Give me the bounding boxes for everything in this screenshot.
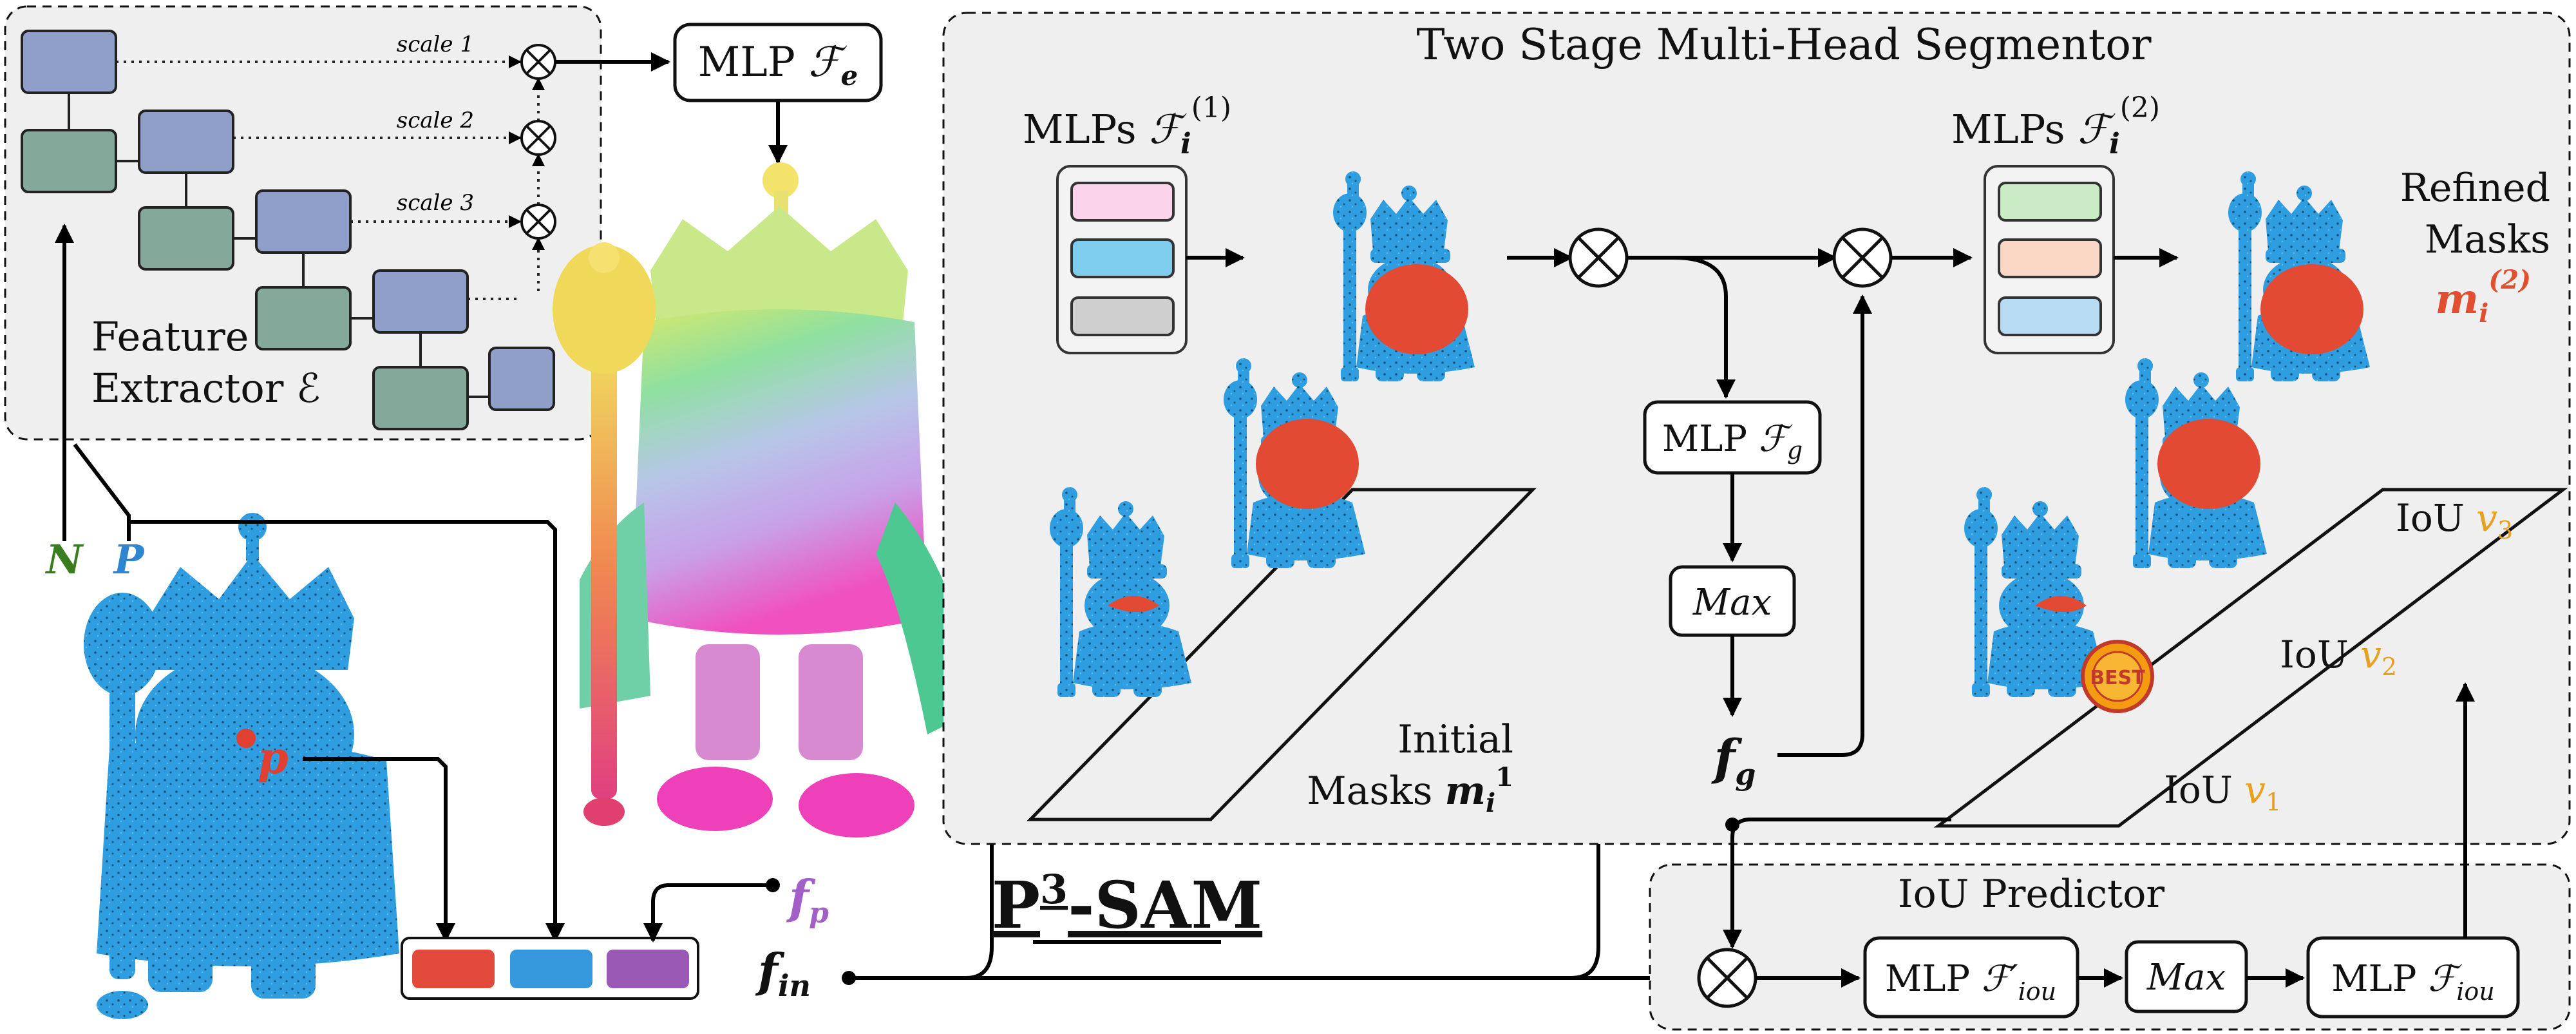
fe-block-green-1 [21, 129, 117, 193]
mlps2-label: MLPs ℱi(2) [1951, 91, 2160, 160]
mlps1-head-1 [1070, 182, 1175, 222]
fin-label: fin [755, 943, 811, 1003]
segmentor-title: Two Stage Multi-Head Segmentor [1416, 20, 2151, 70]
fe-block-blue-5 [488, 347, 555, 411]
mlps1-label: MLPs ℱi(1) [1023, 91, 1231, 160]
mlps1-head-3 [1070, 296, 1175, 336]
iou-v2-label: IoU v2 [2280, 633, 2397, 681]
fe-block-green-2 [138, 206, 234, 271]
refined-masks-label-1: Refined [2400, 166, 2550, 211]
feature-colored-king [553, 162, 979, 838]
mlp-fiou-label: MLP ℱiou [2331, 958, 2495, 1006]
refined-masks-stack [1933, 171, 2568, 828]
input-point-cloud-king [84, 513, 399, 1019]
feature-extractor-blocks [21, 30, 555, 430]
refined-masks-symbol: mi(2) [2435, 265, 2531, 329]
mlp-fiou-prime-label: MLP ℱ′iou [1885, 958, 2056, 1006]
fe-block-blue-4 [372, 269, 469, 334]
normal-label-N: N [45, 536, 84, 583]
feature-extractor-label-2: Extractor ℰ [91, 365, 321, 412]
mlp-fiou-box [2306, 936, 2520, 1019]
initial-masks-stack [1027, 171, 1537, 821]
mlp-fe-label: MLP ℱe [698, 39, 858, 91]
query-point [236, 729, 256, 748]
refined-masks-label-2: Masks [2425, 217, 2550, 262]
method-title: P3-SAM [992, 866, 1262, 943]
fe-block-blue-1 [21, 30, 117, 94]
query-point-label: p [258, 732, 289, 784]
mlps2-head-3 [1998, 296, 2102, 336]
concat-segment-purple [607, 950, 689, 988]
feature-extractor-label-1: Feature [91, 313, 249, 360]
iou-v1-label: IoU v1 [2164, 768, 2281, 816]
scale-label-3: scale 3 [397, 190, 474, 216]
scale-label-2: scale 2 [397, 108, 474, 133]
mlps2-head-1 [1998, 182, 2102, 222]
concat-segment-blue [510, 950, 592, 988]
fp-label: fp [786, 870, 829, 930]
scale-label-1: scale 1 [397, 32, 474, 57]
fe-block-green-3 [255, 286, 352, 350]
best-badge-label: BEST [2090, 667, 2145, 689]
initial-masks-label-2: Masks mi1 [1307, 762, 1513, 818]
iou-v3-label: IoU v3 [2396, 496, 2513, 544]
mlps1-head-2 [1070, 238, 1175, 278]
iou-predictor-title: IoU Predictor [1898, 872, 2164, 917]
max-label-iou: Max [2146, 957, 2226, 999]
scale-multiply-nodes [520, 44, 556, 240]
fe-block-green-4 [372, 366, 469, 430]
mlps2-head-2 [1998, 238, 2102, 278]
fe-block-blue-3 [255, 189, 352, 254]
best-badge [2081, 640, 2154, 713]
concat-segment-red [412, 950, 495, 988]
point-label-P: P [113, 536, 146, 583]
mlp-fg-label: MLP ℱg [1662, 418, 1803, 464]
max-label-segmentor: Max [1692, 582, 1772, 624]
initial-masks-label-1: Initial [1397, 717, 1513, 762]
fe-block-blue-2 [138, 110, 234, 174]
